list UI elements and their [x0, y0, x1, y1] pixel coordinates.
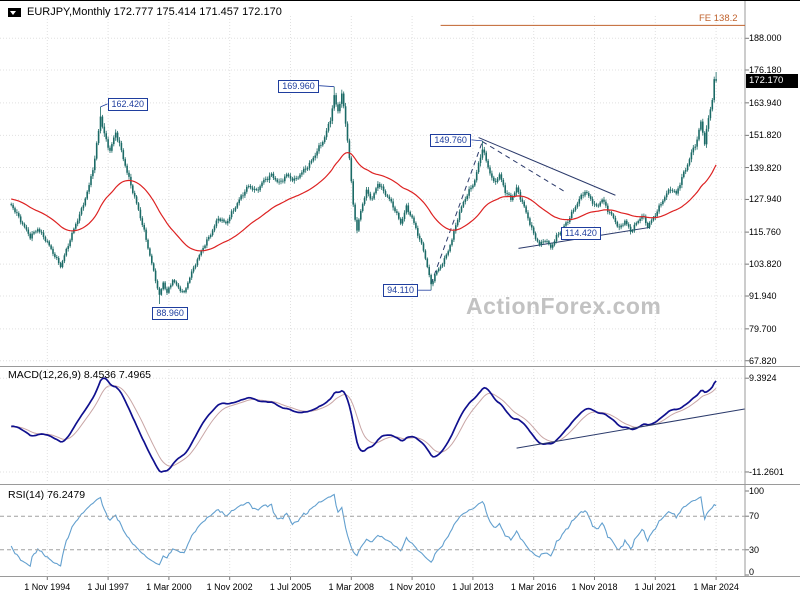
grid — [0, 16, 749, 580]
trendline[interactable] — [478, 137, 616, 196]
callout-connector — [319, 85, 335, 88]
trendline[interactable] — [430, 141, 483, 284]
macd-line — [11, 377, 717, 473]
rsi-line — [10, 493, 717, 568]
candles-group — [10, 72, 717, 305]
panel-separators — [0, 1, 800, 577]
trendline[interactable] — [482, 141, 565, 192]
callout-connector — [471, 139, 483, 142]
macd-signal-line — [11, 385, 717, 467]
callout-connector — [100, 103, 108, 108]
macd-trendline[interactable] — [516, 408, 745, 449]
moving-average-line — [11, 151, 717, 252]
